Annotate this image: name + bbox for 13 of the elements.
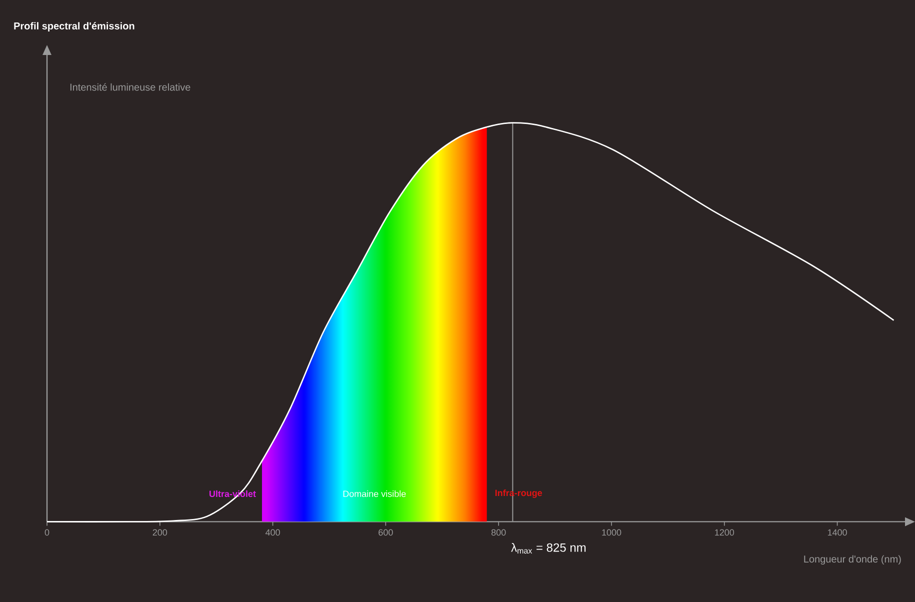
chart-title: Profil spectral d'émission xyxy=(14,22,134,32)
x-tick-label: 0 xyxy=(44,529,50,536)
x-axis-title: Longueur d'onde (nm) xyxy=(804,555,901,565)
x-tick-label: 600 xyxy=(378,529,393,536)
y-axis-title: Intensité lumineuse relative xyxy=(70,83,190,91)
x-tick-label: 1400 xyxy=(828,529,847,536)
x-tick-label: 400 xyxy=(265,529,280,536)
x-tick-label: 1200 xyxy=(715,529,734,536)
band-label: Domaine visible xyxy=(343,490,406,498)
x-tick-label: 1000 xyxy=(602,529,622,536)
x-tick-label: 200 xyxy=(152,529,168,536)
x-tick-label: 800 xyxy=(491,529,506,536)
ref-line-label: λ$_{max}$ = 825 nm xyxy=(511,543,586,554)
